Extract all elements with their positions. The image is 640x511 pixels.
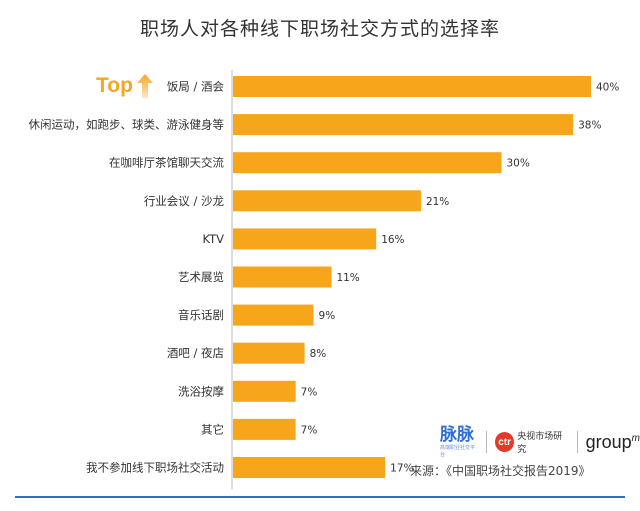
- bar-value-label: 9%: [319, 310, 336, 322]
- top-label: Top: [96, 74, 133, 97]
- bar-value-label: 7%: [301, 386, 318, 398]
- chart-title: 职场人对各种线下职场社交方式的选择率: [139, 18, 500, 40]
- category-label: KTV: [202, 232, 224, 246]
- source-note: 来源：《中国职场社交报告2019》: [410, 464, 591, 478]
- bar: [233, 114, 574, 136]
- logo-strip: 脉脉 高端职业社交平台 ctr 央视市场研究 groupm: [440, 424, 640, 458]
- category-label: 艺术展览: [178, 270, 224, 284]
- bar-value-label: 16%: [381, 234, 404, 246]
- bar-value-label: 21%: [426, 196, 449, 208]
- bar: [233, 418, 296, 440]
- bar-value-label: 30%: [507, 158, 530, 170]
- bar: [233, 190, 421, 212]
- bar-value-label: 8%: [310, 348, 327, 360]
- category-label: 其它: [201, 422, 224, 436]
- logo-divider: [576, 431, 578, 453]
- ctr-logo: ctr 央视市场研究: [495, 429, 569, 455]
- bar-value-label: 11%: [336, 272, 359, 284]
- bar: [233, 228, 377, 250]
- category-label: 音乐话剧: [178, 308, 224, 322]
- category-label: 洗浴按摩: [178, 384, 224, 398]
- bar: [233, 457, 386, 478]
- bar: [233, 266, 332, 288]
- category-label: 在咖啡厅茶馆聊天交流: [109, 156, 224, 170]
- category-label: 饭局 / 酒会: [167, 80, 225, 94]
- maimai-logo: 脉脉 高端职业社交平台: [440, 424, 476, 458]
- bar-value-label: 7%: [301, 424, 318, 436]
- top-badge: Top: [96, 72, 153, 100]
- bar: [233, 76, 591, 97]
- category-label: 休闲运动，如跑步、球类、游泳健身等: [29, 118, 225, 132]
- bar-value-label: 17%: [390, 463, 413, 475]
- bar-value-label: 40%: [596, 82, 619, 94]
- bar: [233, 152, 502, 174]
- bar: [233, 342, 305, 364]
- bar: [233, 304, 314, 326]
- bottom-rule: [15, 496, 625, 498]
- category-label: 酒吧 / 夜店: [167, 346, 224, 360]
- bar-value-label: 38%: [578, 120, 601, 132]
- groupm-logo: groupm: [585, 431, 640, 452]
- category-label: 行业会议 / 沙龙: [144, 194, 225, 208]
- category-label: 我不参加线下职场社交活动: [86, 461, 224, 475]
- logo-divider: [486, 431, 488, 453]
- arrow-up-icon: [136, 74, 153, 98]
- bar: [233, 380, 296, 402]
